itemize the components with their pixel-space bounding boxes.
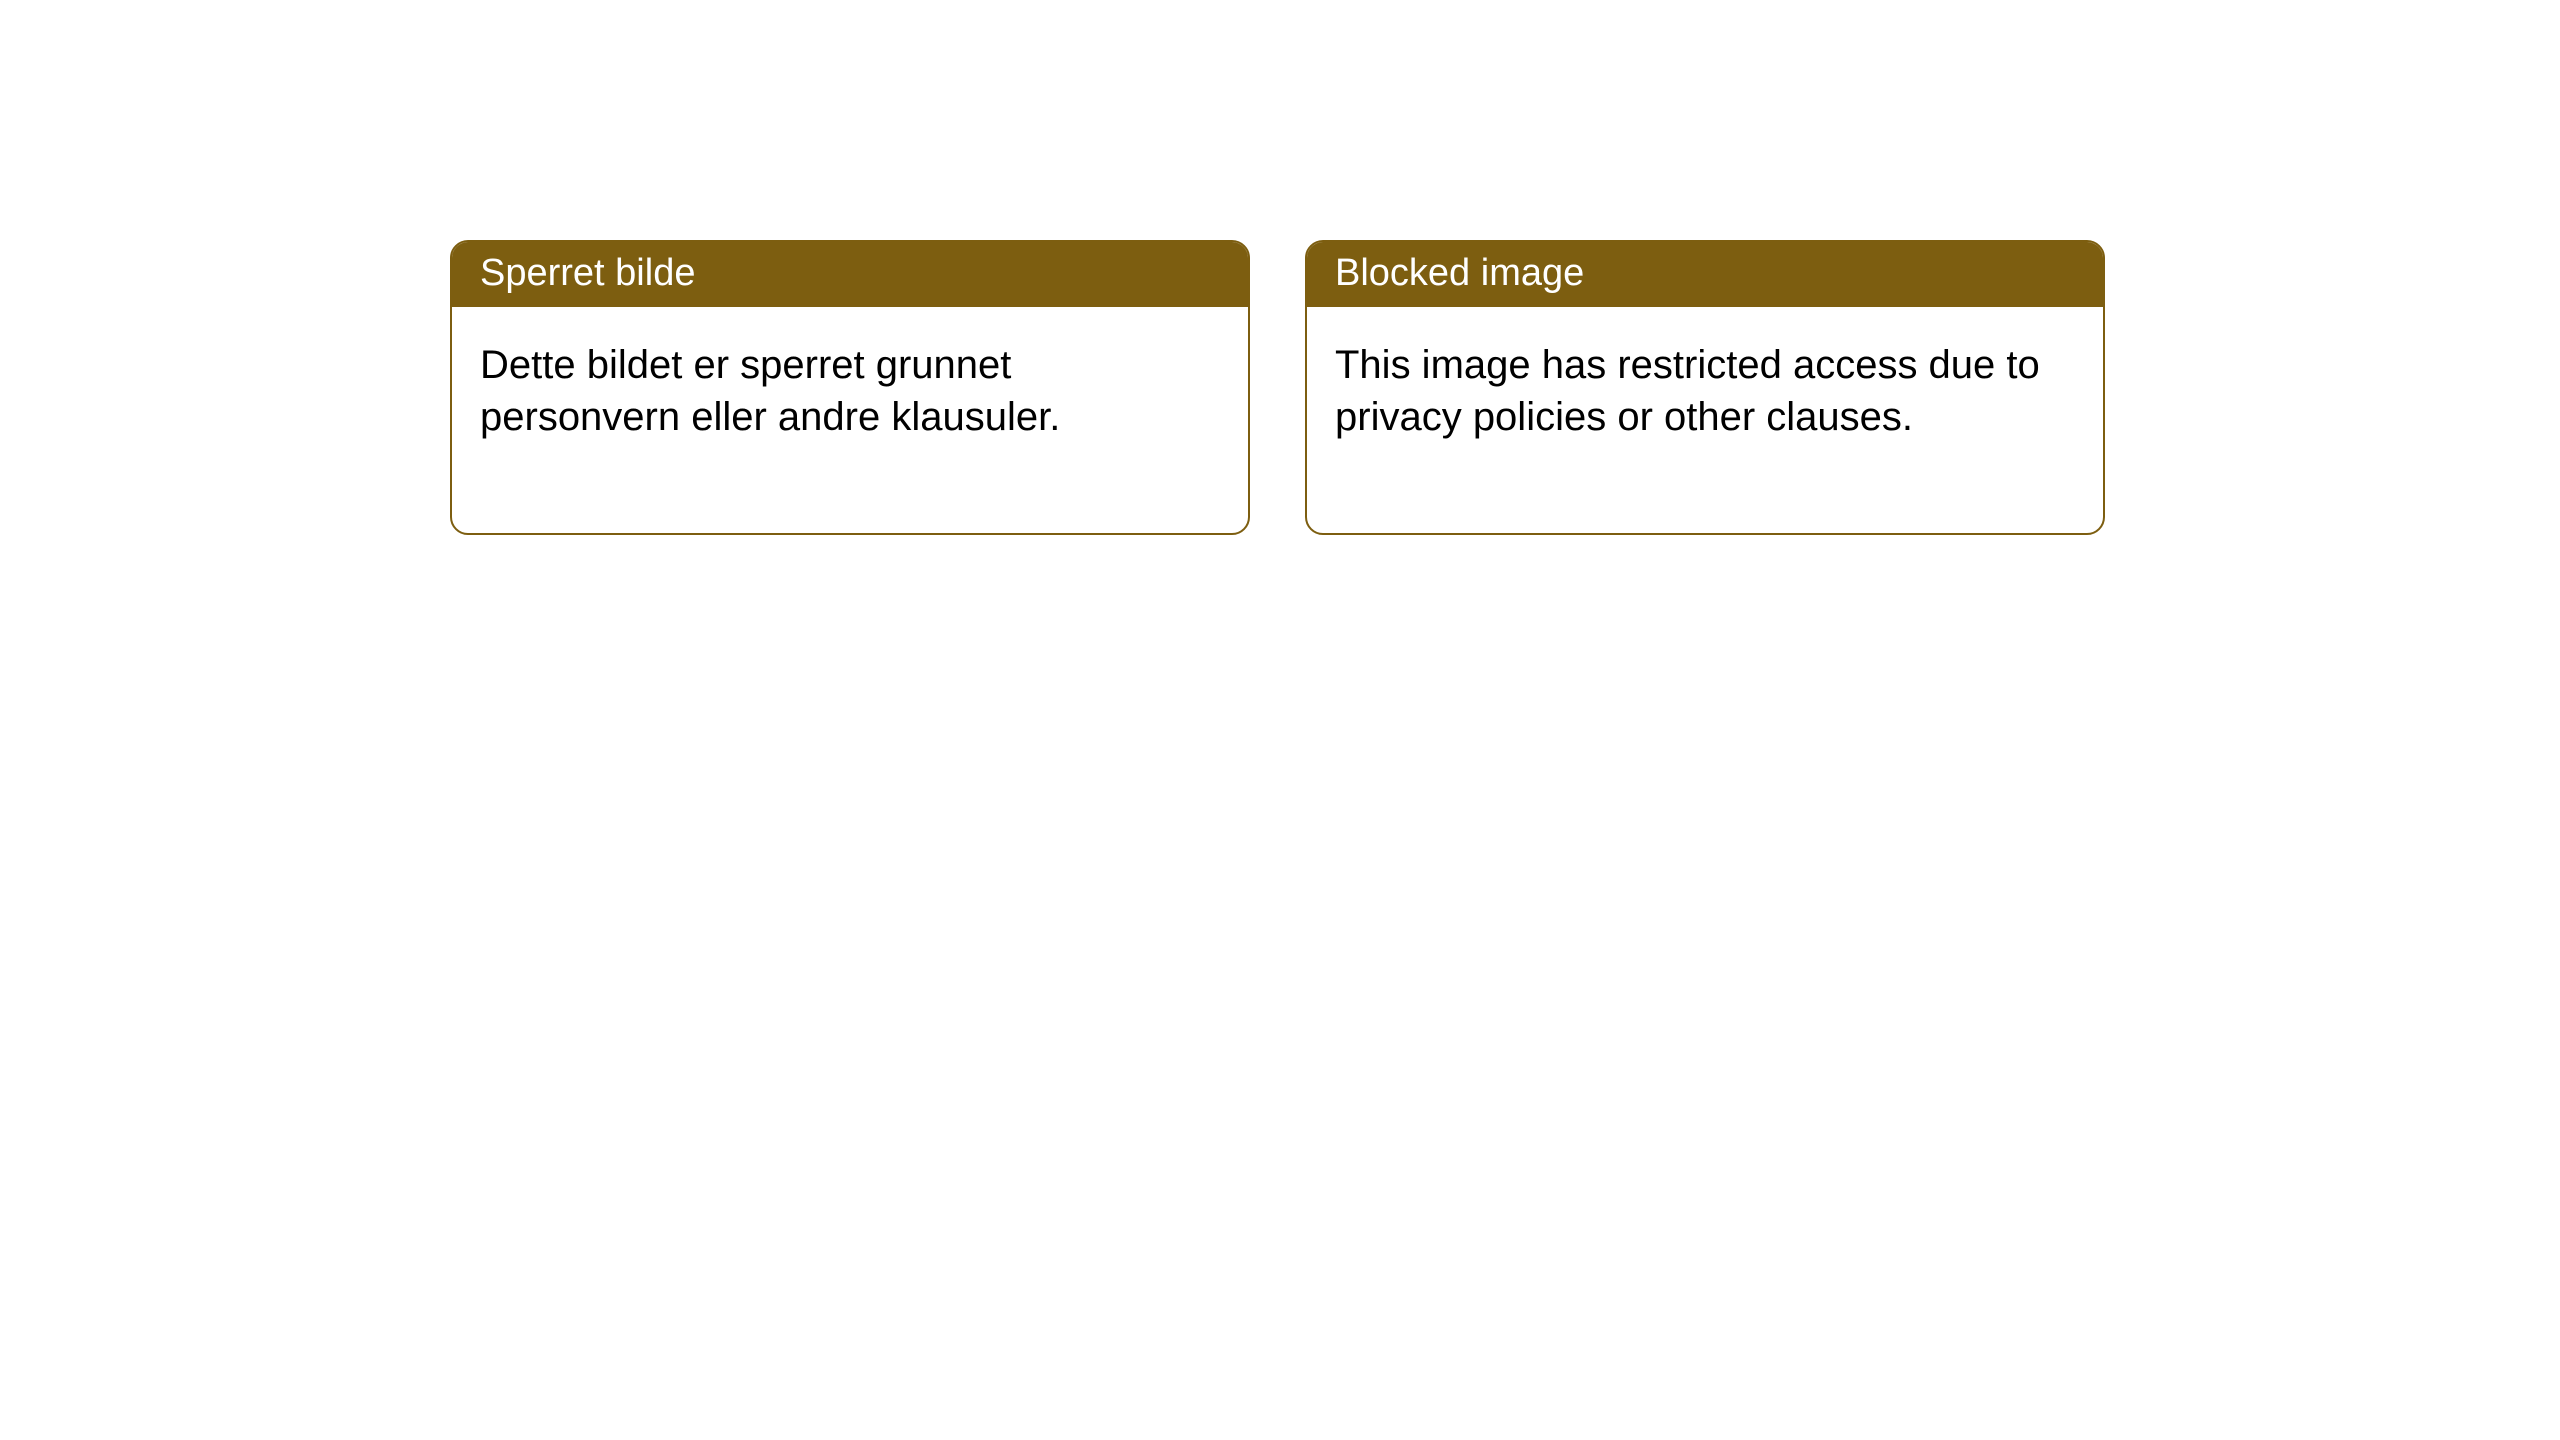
card-title: Sperret bilde [480, 252, 695, 294]
card-title: Blocked image [1335, 252, 1584, 294]
card-body: Dette bildet er sperret grunnet personve… [452, 307, 1248, 533]
notice-card-english: Blocked image This image has restricted … [1305, 240, 2105, 535]
card-body-text: Dette bildet er sperret grunnet personve… [480, 343, 1060, 439]
card-header: Blocked image [1307, 242, 2103, 307]
notice-container: Sperret bilde Dette bildet er sperret gr… [0, 0, 2560, 535]
notice-card-norwegian: Sperret bilde Dette bildet er sperret gr… [450, 240, 1250, 535]
card-body-text: This image has restricted access due to … [1335, 343, 2040, 439]
card-header: Sperret bilde [452, 242, 1248, 307]
card-body: This image has restricted access due to … [1307, 307, 2103, 533]
